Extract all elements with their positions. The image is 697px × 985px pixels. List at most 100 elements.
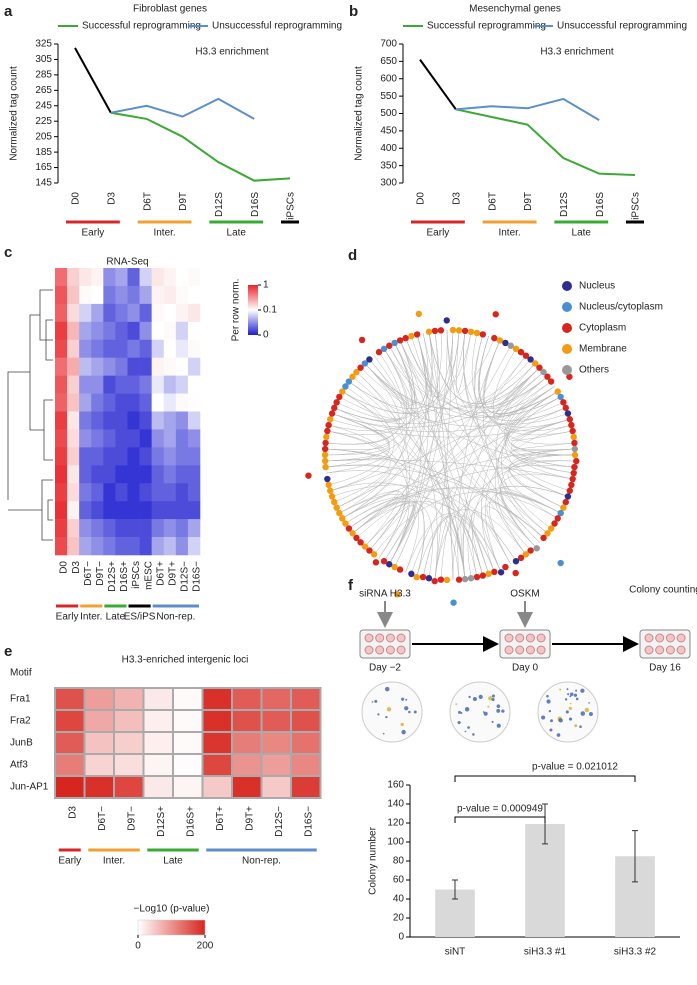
- y-tick-label: 225: [35, 116, 52, 127]
- heat-cell: [127, 268, 140, 287]
- heat-cell: [79, 285, 92, 305]
- heat-cell: [103, 537, 116, 556]
- colorbar-title: −Log10 (p-value): [134, 904, 210, 915]
- column-label: D6T−: [83, 561, 94, 586]
- node: [393, 591, 401, 598]
- series-line: [455, 108, 636, 177]
- heat-cell: [67, 375, 80, 394]
- colony: [574, 724, 578, 728]
- node: [333, 504, 340, 511]
- edge: [342, 391, 466, 580]
- node: [557, 559, 564, 567]
- edge: [342, 330, 460, 519]
- colony: [569, 702, 572, 705]
- edge: [325, 448, 517, 562]
- node: [540, 368, 547, 376]
- heat-cell: [163, 447, 177, 466]
- node: [479, 572, 487, 579]
- heat-cell: [163, 501, 177, 520]
- heat-cell: [201, 709, 233, 733]
- edge: [472, 448, 575, 578]
- heat-cell: [187, 501, 201, 520]
- heat-cell: [55, 303, 68, 323]
- y-tick-label: 450: [380, 126, 397, 137]
- heat-cell: [139, 393, 152, 412]
- colony: [464, 707, 470, 712]
- node: [473, 329, 481, 337]
- heat-cell: [103, 357, 116, 376]
- heat-cell: [163, 393, 177, 412]
- edge: [471, 512, 511, 576]
- heat-cell: [139, 429, 152, 448]
- series-line: [74, 47, 112, 114]
- node: [473, 573, 481, 581]
- edge: [383, 348, 561, 418]
- edge: [456, 330, 472, 394]
- edge: [510, 419, 573, 441]
- heat-cell: [91, 411, 104, 430]
- heat-cell: [127, 321, 140, 341]
- x-tick-label: D3: [451, 192, 462, 205]
- chart-title: Mesenchymal genes: [469, 4, 561, 15]
- heat-cell: [55, 519, 68, 538]
- heat-cell: [55, 411, 68, 430]
- heat-cell: [67, 501, 80, 520]
- column-label: D16S+: [185, 806, 196, 837]
- colony: [588, 712, 593, 716]
- heat-cell: [67, 285, 80, 305]
- edge: [339, 351, 407, 514]
- node: [540, 534, 547, 542]
- node: [531, 360, 539, 367]
- x-tick-label: D6T: [487, 192, 498, 211]
- heat-cell: [172, 687, 204, 711]
- heat-cell: [115, 285, 128, 305]
- node: [431, 577, 438, 585]
- node: [345, 525, 353, 532]
- heat-cell: [67, 465, 80, 484]
- node: [322, 463, 329, 471]
- well: [385, 645, 395, 655]
- heat-cell: [67, 447, 80, 466]
- edge: [330, 482, 460, 580]
- heat-cell: [55, 501, 68, 520]
- colony: [472, 733, 475, 736]
- colony: [472, 696, 477, 702]
- edge: [339, 490, 404, 551]
- well: [396, 645, 406, 655]
- heat-cell: [91, 483, 104, 502]
- y-tick-label: 80: [393, 856, 405, 867]
- edge: [481, 505, 536, 570]
- node: [512, 557, 520, 565]
- edge: [510, 419, 575, 451]
- colorbar: [137, 919, 206, 936]
- node: [507, 342, 514, 349]
- colorbar: [248, 285, 258, 335]
- heat-cell: [139, 537, 152, 556]
- column-label: D3: [71, 561, 82, 574]
- node: [339, 515, 346, 522]
- node: [305, 472, 312, 479]
- well: [504, 645, 514, 655]
- heat-cell: [115, 447, 128, 466]
- heat-cell: [231, 731, 263, 755]
- edge: [364, 342, 417, 405]
- heat-cell: [67, 537, 80, 556]
- legend-swatch: [562, 365, 572, 375]
- column-label: D9T+: [167, 561, 178, 586]
- heat-cell: [175, 501, 189, 520]
- heat-cell: [172, 731, 204, 755]
- node: [571, 463, 578, 471]
- heat-cell: [67, 321, 80, 341]
- colony: [564, 698, 568, 701]
- node: [391, 563, 398, 571]
- node: [396, 566, 404, 573]
- heat-cell: [127, 519, 140, 538]
- y-tick-label: 160: [387, 780, 404, 791]
- heat-cell: [163, 375, 177, 394]
- heat-cell: [79, 537, 92, 556]
- edge: [330, 419, 570, 438]
- node: [324, 475, 331, 483]
- heat-cell: [115, 501, 128, 520]
- node: [547, 525, 555, 532]
- heat-cell: [201, 775, 233, 799]
